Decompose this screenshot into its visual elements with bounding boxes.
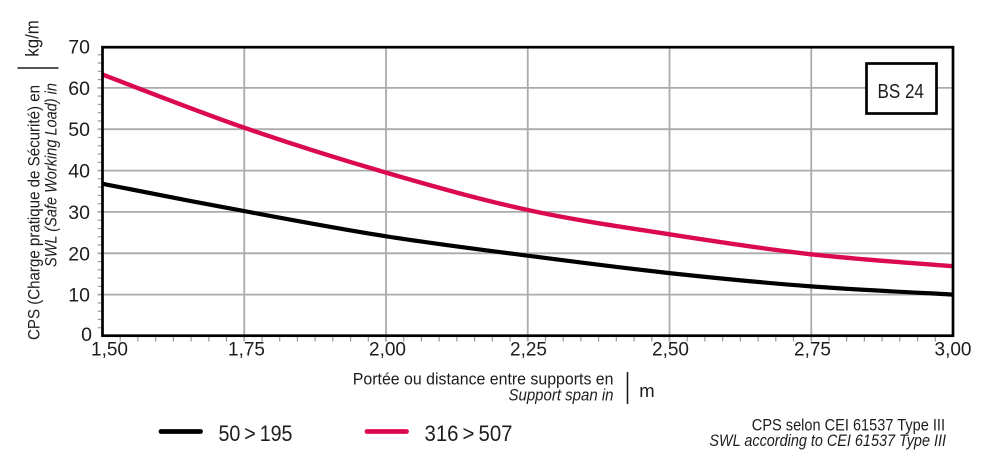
svg-text:CPS (Charge pratique de Sécuri: CPS (Charge pratique de Sécurité) en	[25, 85, 44, 340]
svg-text:20: 20	[68, 243, 90, 265]
svg-text:kg/m: kg/m	[22, 20, 43, 57]
svg-text:2,00: 2,00	[369, 340, 406, 361]
svg-text:2,50: 2,50	[652, 340, 689, 361]
svg-text:10: 10	[68, 285, 90, 307]
svg-text:SWL according to CEI 61537 Typ: SWL according to CEI 61537 Type III	[709, 432, 946, 450]
svg-text:30: 30	[68, 202, 90, 224]
svg-text:Support span in: Support span in	[509, 385, 614, 404]
svg-text:2,25: 2,25	[510, 340, 547, 361]
svg-text:3,00: 3,00	[935, 340, 972, 361]
svg-text:70: 70	[68, 37, 90, 59]
svg-text:50 > 195: 50 > 195	[219, 421, 293, 446]
svg-text:2,75: 2,75	[794, 340, 831, 361]
svg-text:CPS selon CEI 61537 Type III: CPS selon CEI 61537 Type III	[752, 416, 945, 434]
svg-text:1,75: 1,75	[228, 340, 265, 361]
svg-text:60: 60	[68, 78, 90, 100]
svg-text:SWL (Safe Working Load) in: SWL (Safe Working Load) in	[42, 83, 61, 267]
svg-text:1,50: 1,50	[91, 340, 128, 361]
svg-text:m: m	[639, 380, 654, 401]
svg-text:Portée ou distance entre suppo: Portée ou distance entre supports en	[353, 370, 614, 389]
svg-text:BS 24: BS 24	[878, 81, 924, 103]
svg-text:40: 40	[68, 161, 90, 183]
svg-text:0: 0	[81, 324, 92, 346]
svg-text:50: 50	[68, 119, 90, 141]
svg-text:316 > 507: 316 > 507	[425, 421, 513, 446]
